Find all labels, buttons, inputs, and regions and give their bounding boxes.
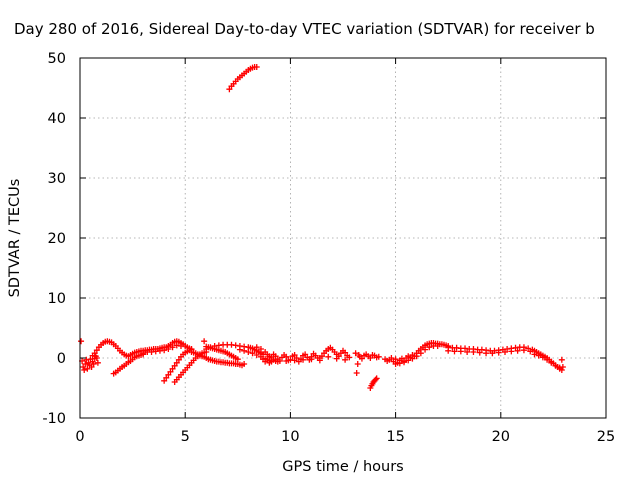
data-point	[300, 356, 307, 363]
data-point	[556, 364, 563, 371]
data-point	[457, 348, 464, 355]
data-point	[342, 356, 349, 363]
data-point	[470, 349, 477, 355]
data-point	[372, 376, 379, 383]
y-tick-label: -10	[42, 411, 66, 427]
data-point	[201, 338, 208, 345]
data-point	[90, 361, 97, 367]
data-point	[203, 346, 210, 352]
data-point	[396, 360, 403, 367]
data-point	[333, 355, 340, 362]
y-tick-label: 50	[48, 51, 66, 67]
data-point	[207, 344, 214, 351]
y-tick-label: 30	[48, 171, 66, 187]
data-point	[84, 365, 91, 372]
data-point	[316, 355, 323, 361]
data-point	[508, 348, 515, 355]
data-point	[539, 354, 546, 361]
data-point	[94, 359, 101, 366]
data-point	[422, 346, 429, 353]
x-tick-label: 25	[597, 429, 615, 445]
plot-frame	[79, 57, 607, 419]
data-point	[325, 353, 332, 360]
data-point	[236, 346, 243, 353]
axis-ticks: 0 5 10 15 20 25 -10 0 10 20 30 40 50	[42, 51, 615, 445]
x-tick-label: 0	[75, 429, 84, 445]
data-point	[514, 347, 521, 354]
data-point	[417, 350, 424, 357]
data-point	[353, 370, 360, 376]
data-point	[140, 350, 147, 357]
data-point	[558, 356, 565, 363]
data-point	[82, 361, 89, 367]
data-point	[434, 343, 441, 349]
data-point	[531, 351, 538, 358]
data-point	[373, 375, 380, 382]
data-point	[426, 344, 433, 351]
data-point	[249, 350, 256, 357]
data-point	[413, 353, 420, 360]
x-tick-label: 20	[492, 429, 510, 445]
grid-lines	[80, 58, 606, 418]
data-point	[401, 359, 408, 366]
data-point	[495, 349, 502, 356]
data-point	[352, 350, 359, 357]
data-point	[93, 355, 100, 361]
data-point	[253, 64, 260, 70]
data-point	[291, 357, 298, 364]
data-point	[552, 362, 559, 369]
data-point	[476, 349, 483, 356]
data-point	[257, 346, 264, 352]
data-point	[253, 344, 260, 351]
data-point	[520, 347, 527, 354]
data-point	[445, 347, 452, 354]
data-point	[502, 349, 509, 355]
data-point	[354, 361, 361, 367]
data-point	[241, 361, 248, 367]
data-point	[375, 353, 382, 360]
data-point	[274, 358, 281, 365]
data-point	[169, 344, 176, 351]
x-axis-label: GPS time / hours	[282, 459, 403, 475]
data-point	[234, 356, 241, 363]
data-point	[548, 359, 555, 366]
x-tick-label: 15	[386, 429, 404, 445]
data-point	[283, 358, 290, 364]
data-point	[266, 359, 273, 366]
data-point	[464, 349, 471, 355]
data-point	[161, 347, 168, 354]
y-tick-label: 20	[48, 231, 66, 247]
data-point	[483, 350, 490, 357]
data-point	[489, 350, 496, 357]
y-tick-label: 40	[48, 111, 66, 127]
data-point	[308, 356, 315, 363]
data-point	[78, 338, 85, 345]
data-point	[241, 347, 248, 354]
y-tick-label: 10	[48, 291, 66, 307]
data-point	[266, 353, 273, 360]
data-point	[405, 357, 412, 364]
x-tick-label: 5	[181, 429, 190, 445]
y-tick-label: 0	[57, 351, 66, 367]
data-point	[388, 355, 395, 361]
data-point	[165, 346, 172, 352]
x-tick-label: 10	[281, 429, 299, 445]
chart-title: Day 280 of 2016, Sidereal Day-to-day VTE…	[14, 20, 595, 38]
data-point	[535, 352, 542, 359]
data-point	[451, 348, 458, 355]
data-points	[78, 64, 566, 391]
y-axis-label: SDTVAR / TECUs	[7, 179, 23, 298]
data-point	[253, 352, 260, 358]
data-point	[81, 367, 88, 373]
data-point	[544, 356, 551, 363]
data-point	[409, 355, 416, 362]
data-point	[245, 349, 252, 355]
data-point	[177, 343, 184, 349]
data-point	[346, 354, 353, 361]
